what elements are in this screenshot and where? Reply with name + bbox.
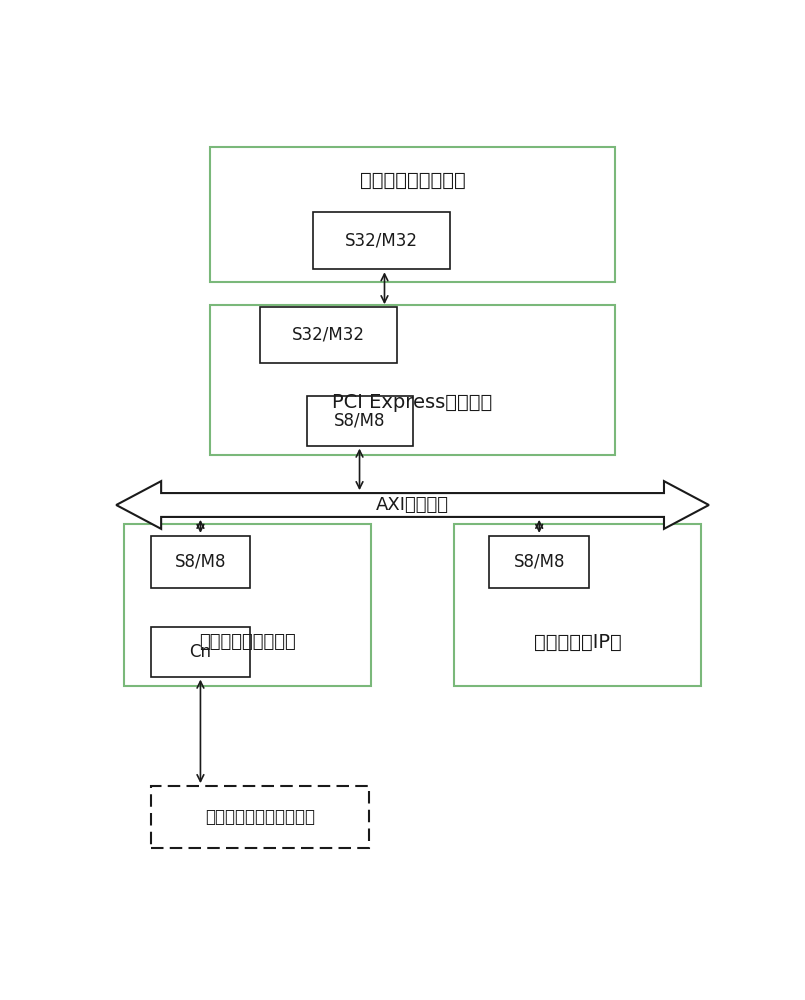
Bar <box>260 307 397 363</box>
Text: S8/M8: S8/M8 <box>514 553 565 571</box>
Bar <box>307 396 413 446</box>
Polygon shape <box>116 481 709 529</box>
Bar <box>454 524 701 686</box>
Bar <box>124 524 371 686</box>
Text: 串行总线数据源输入模块: 串行总线数据源输入模块 <box>204 808 315 826</box>
Text: PCI Express接口模块: PCI Express接口模块 <box>332 393 493 412</box>
Text: 上位机软件控制模块: 上位机软件控制模块 <box>360 171 465 190</box>
Bar <box>151 536 250 588</box>
Text: 串行总线数据源模块: 串行总线数据源模块 <box>199 633 296 651</box>
Text: S32/M32: S32/M32 <box>292 326 365 344</box>
Bar <box>312 212 450 269</box>
Bar <box>151 627 250 677</box>
Bar <box>210 147 615 282</box>
Text: Cn: Cn <box>189 643 212 661</box>
Text: S8/M8: S8/M8 <box>175 553 226 571</box>
Text: S8/M8: S8/M8 <box>334 412 386 430</box>
Text: 波特率估计IP核: 波特率估计IP核 <box>534 633 621 652</box>
Bar <box>151 786 369 848</box>
Bar <box>210 305 615 455</box>
Bar <box>489 536 589 588</box>
Text: S32/M32: S32/M32 <box>345 232 418 250</box>
Text: AXI流水线桥: AXI流水线桥 <box>376 496 449 514</box>
